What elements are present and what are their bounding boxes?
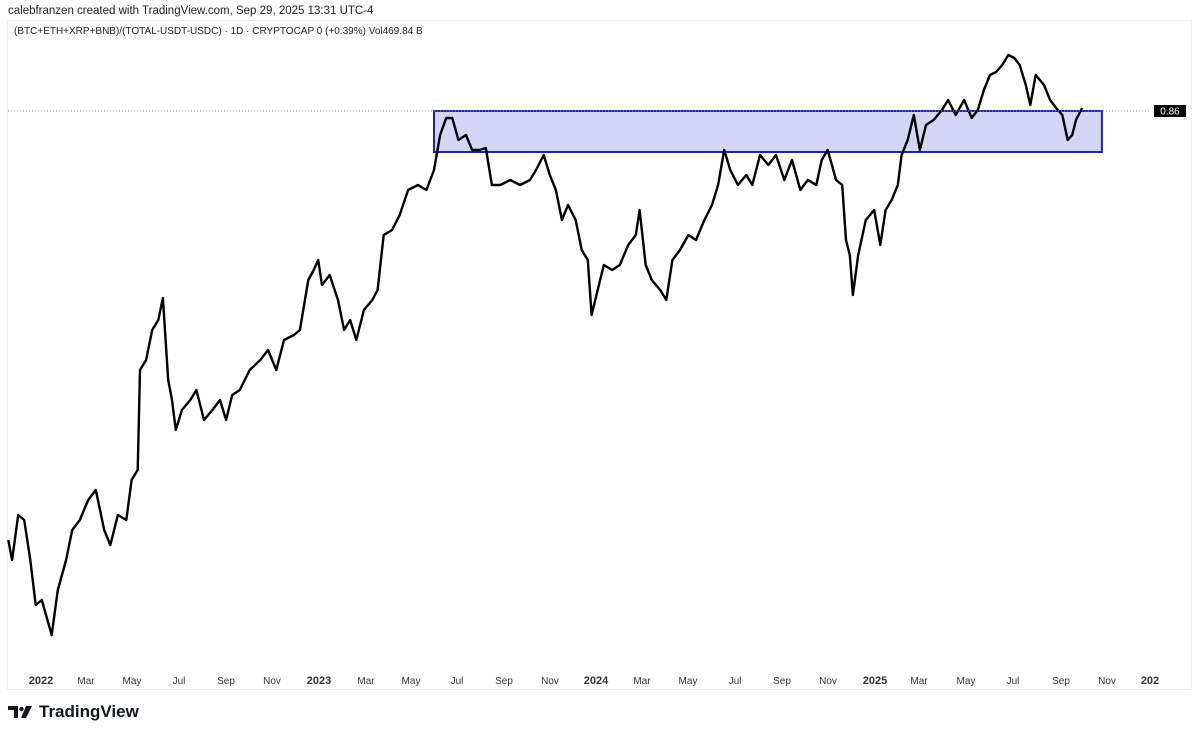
- x-tick-label: 2024: [584, 675, 609, 687]
- x-tick-label: May: [679, 676, 698, 687]
- x-tick-label: May: [123, 676, 142, 687]
- x-tick-label: Mar: [77, 676, 95, 687]
- x-tick-label: 2022: [29, 675, 53, 687]
- resistance-zone-rectangle[interactable]: [432, 110, 1103, 153]
- x-tick-label: 2025: [863, 675, 887, 687]
- x-tick-label: Mar: [910, 676, 928, 687]
- x-tick-label: Nov: [541, 676, 559, 687]
- x-tick-label: Nov: [819, 676, 837, 687]
- chart-credit: calebfranzen created with TradingView.co…: [8, 5, 374, 17]
- x-tick-label: Nov: [263, 676, 281, 687]
- tradingview-logo: TradingView: [8, 702, 139, 722]
- x-tick-label: Mar: [357, 676, 375, 687]
- last-price-label: 0.86: [1160, 107, 1180, 118]
- x-tick-label: May: [957, 676, 976, 687]
- x-tick-label: 202: [1141, 675, 1159, 687]
- x-tick-label: May: [402, 676, 421, 687]
- x-tick-label: Sep: [773, 676, 791, 687]
- symbol-legend: (BTC+ETH+XRP+BNB)/(TOTAL-USDT-USDC) · 1D…: [14, 26, 423, 37]
- last-price-label-bg: [1154, 105, 1186, 117]
- x-tick-label: 2023: [307, 675, 331, 687]
- x-tick-label: Sep: [495, 676, 513, 687]
- price-series-line: [7, 53, 1084, 637]
- tradingview-logo-text: TradingView: [39, 702, 139, 721]
- x-tick-label: Jul: [173, 676, 186, 687]
- x-tick-label: Jul: [729, 676, 742, 687]
- chart-frame: [7, 20, 1192, 690]
- tradingview-logo-icon: [8, 706, 32, 718]
- x-tick-label: Sep: [217, 676, 235, 687]
- x-tick-label: Jul: [1007, 676, 1020, 687]
- x-tick-label: Nov: [1098, 676, 1116, 687]
- x-tick-label: Jul: [451, 676, 464, 687]
- x-tick-label: Sep: [1052, 676, 1070, 687]
- x-tick-label: Mar: [633, 676, 651, 687]
